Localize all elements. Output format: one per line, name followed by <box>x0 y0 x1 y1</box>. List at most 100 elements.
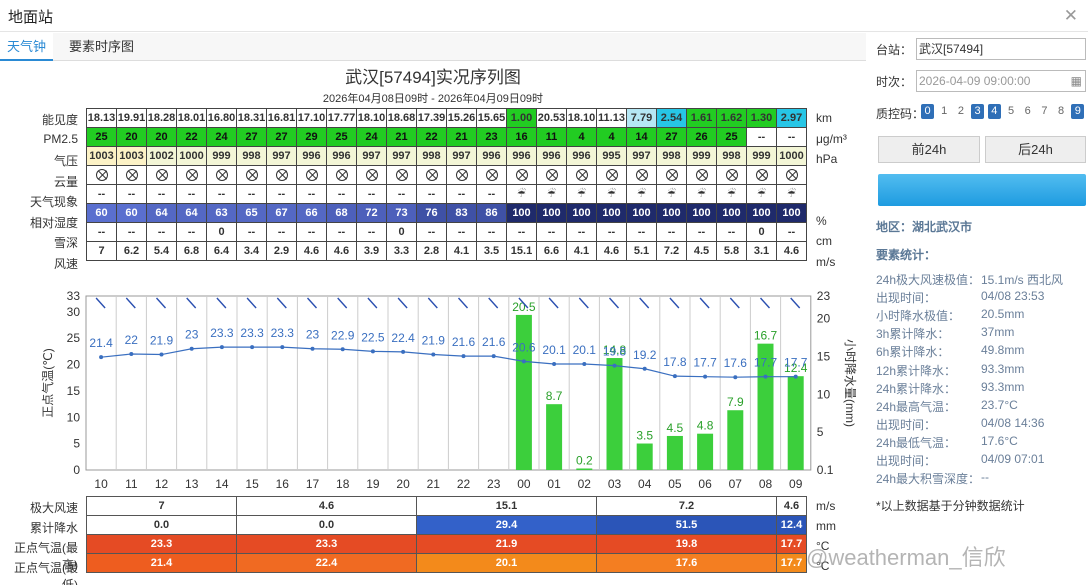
grid-cell: 60 <box>86 203 117 223</box>
grid-cell: ☔ <box>536 184 567 204</box>
tab-weather-clock[interactable]: 天气钟 <box>0 33 54 61</box>
temp-point <box>159 352 164 357</box>
wind-barb-icon <box>276 297 287 309</box>
time-field[interactable]: 2026-04-09 09:00:00 ▦ <box>916 70 1086 92</box>
temp-point <box>401 349 406 354</box>
row-label-cloud: 云量 <box>53 174 78 189</box>
cloud-overcast-icon <box>395 169 408 182</box>
calendar-icon[interactable]: ▦ <box>1070 74 1082 88</box>
precip-bar <box>576 468 593 470</box>
x-tick-label: 09 <box>789 477 803 491</box>
grid-cell: -- <box>86 184 117 204</box>
tab-time-series[interactable]: 要素时序图 <box>69 39 135 54</box>
grid-cell: -- <box>116 222 147 242</box>
temp-label: 19.2 <box>633 348 657 362</box>
qc-code-6[interactable]: 6 <box>1024 105 1031 117</box>
temp-label: 23 <box>185 328 199 342</box>
grid-cell: 18.01 <box>176 108 207 128</box>
summary-unit-temp-max: °C <box>816 539 830 553</box>
x-tick-label: 11 <box>125 477 138 491</box>
summary-cell: 21.4 <box>86 553 237 573</box>
qc-code-7[interactable]: 7 <box>1041 105 1048 117</box>
grid-cell: -- <box>146 184 177 204</box>
temp-point <box>763 374 768 379</box>
grid-cell: 2.9 <box>266 241 297 261</box>
station-field[interactable]: 武汉[57494] <box>916 38 1086 60</box>
qc-code-0[interactable]: 0 <box>921 104 934 119</box>
grid-cell: 27 <box>656 127 687 147</box>
grid-cell: 11 <box>536 127 567 147</box>
cloud-overcast-icon <box>485 169 498 182</box>
wind-barb-icon <box>608 297 620 309</box>
precip-bar <box>727 410 744 470</box>
summary-cell: 7 <box>86 496 237 516</box>
grid-cell: -- <box>446 184 477 204</box>
grid-cell <box>716 165 747 185</box>
temp-point <box>431 352 436 357</box>
temp-point <box>642 366 647 371</box>
summary-cell: 22.4 <box>236 553 417 573</box>
grid-cell: 27 <box>236 127 267 147</box>
grid-cell: 3.4 <box>236 241 267 261</box>
precip-bar <box>606 358 623 470</box>
grid-cell: 18.10 <box>356 108 387 128</box>
grid-cell: ☔ <box>506 184 537 204</box>
summary-cell: 29.4 <box>416 515 597 535</box>
precip-label: 16.7 <box>754 329 778 343</box>
grid-cell: -- <box>506 222 537 242</box>
qc-code-2[interactable]: 2 <box>957 105 964 117</box>
precip-bar <box>787 376 804 470</box>
grid-cell <box>536 165 567 185</box>
close-icon[interactable]: ✕ <box>1063 6 1078 25</box>
qc-code-8[interactable]: 8 <box>1058 105 1065 117</box>
query-button[interactable] <box>878 174 1086 206</box>
grid-cell <box>266 165 297 185</box>
grid-cell: -- <box>296 222 327 242</box>
qc-code-3[interactable]: 3 <box>971 104 985 119</box>
grid-cell: 1.61 <box>686 108 717 128</box>
stat-value: 04/09 07:01 <box>981 452 1045 466</box>
qc-code-9[interactable]: 9 <box>1071 104 1085 119</box>
grid-cell <box>386 165 417 185</box>
grid-cell: -- <box>476 184 507 204</box>
grid-cell: 60 <box>116 203 147 223</box>
cloud-overcast-icon <box>575 169 588 182</box>
region-text: 地区：湖北武汉市 <box>876 220 973 234</box>
y-right-tick: 10 <box>817 387 831 401</box>
grid-cell: 63 <box>206 203 237 223</box>
cloud-overcast-icon <box>755 169 768 182</box>
qc-code-1[interactable]: 1 <box>941 105 948 117</box>
cloud-overcast-icon <box>365 169 378 182</box>
grid-cell: 24 <box>356 127 387 147</box>
temp-point <box>703 374 708 379</box>
grid-cell: ☔ <box>626 184 657 204</box>
temp-label: 22.4 <box>391 331 415 345</box>
row-label-weather: 天气现象 <box>29 195 78 209</box>
grid-cell: 65 <box>236 203 267 223</box>
grid-cell: -- <box>326 184 357 204</box>
stat-label: 小时降水极值： <box>876 309 961 324</box>
grid-cell: 76 <box>416 203 447 223</box>
temp-label: 21.6 <box>482 335 506 349</box>
x-tick-label: 10 <box>94 477 108 491</box>
grid-cell: 996 <box>506 146 537 166</box>
prev-24h-button[interactable]: 前24h <box>878 136 980 163</box>
grid-cell: 20.53 <box>536 108 567 128</box>
grid-cell: 3.1 <box>746 241 777 261</box>
stat-label: 出现时间： <box>876 291 937 306</box>
cloud-overcast-icon <box>725 169 738 182</box>
cloud-overcast-icon <box>455 169 468 182</box>
grid-cell: 1.30 <box>746 108 777 128</box>
precip-label: 7.9 <box>727 395 744 409</box>
qc-code-5[interactable]: 5 <box>1007 105 1015 117</box>
grid-cell: -- <box>686 222 717 242</box>
grid-cell: 999 <box>746 146 777 166</box>
x-tick-label: 18 <box>336 477 350 491</box>
grid-cell: ☔ <box>566 184 597 204</box>
temp-point <box>340 347 345 352</box>
next-24h-button[interactable]: 后24h <box>985 136 1086 163</box>
qc-code-4[interactable]: 4 <box>987 104 1001 119</box>
cloud-overcast-icon <box>245 169 258 182</box>
stat-value: 04/08 23:53 <box>981 289 1045 304</box>
y-left-tick: 20 <box>67 358 81 372</box>
